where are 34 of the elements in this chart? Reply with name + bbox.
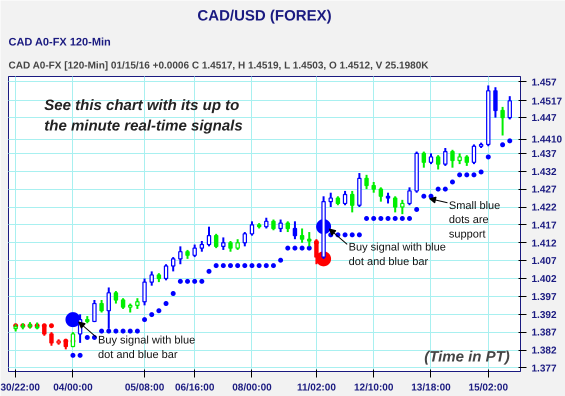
- y-tick-label: 1.4517: [532, 96, 563, 108]
- y-tick-label: 1.427: [532, 184, 557, 196]
- x-tick-label: 15/02:00: [468, 382, 508, 394]
- x-tick-label: 12/10:00: [354, 382, 394, 394]
- y-tick-label: 1.437: [532, 148, 557, 160]
- x-tick-label: 30/22:00: [0, 382, 40, 394]
- y-tick-label: 1.377: [532, 363, 557, 374]
- annotation: Small blue dots are support: [448, 200, 500, 241]
- y-tick-label: 1.412: [532, 238, 557, 250]
- y-tick-label: 1.432: [532, 166, 557, 178]
- y-tick-label: 1.392: [532, 310, 557, 321]
- text: CAD A0-FX 120-Min: [8, 36, 112, 48]
- y-tick-label: 1.422: [532, 202, 557, 214]
- annotation: See this chart with its up to the minute real-time signals: [44, 97, 243, 135]
- y-tick-label: 1.417: [532, 220, 557, 232]
- y-tick-label: 1.457: [532, 77, 557, 88]
- annotation: Buy signal with blue dot and blue bar: [98, 334, 196, 361]
- x-tick-label: 06/16:00: [174, 382, 215, 394]
- y-tick-label: 1.407: [532, 256, 557, 268]
- y-tick-label: 1.382: [532, 346, 557, 357]
- x-tick-label: 08/00:00: [232, 382, 272, 394]
- x-tick-label: 11/02:00: [296, 382, 336, 394]
- x-tick-label: 04/00:00: [53, 382, 94, 394]
- x-tick-label: 05/08:00: [124, 382, 165, 394]
- y-tick-label: 1.4410: [532, 134, 563, 146]
- y-tick-label: 1.397: [532, 292, 557, 303]
- y-tick-label: 1.447: [532, 113, 557, 124]
- y-tick-label: 1.387: [532, 328, 557, 339]
- chart-subtitle: CAD A0-FX [120-Min] 01/15/16 +0.0006 C 1.4517, H 1.4519, L 1.4503, O 1.4512, V 25.1980K: [8, 60, 430, 72]
- chart-title: CAD/USD (FOREX): [197, 8, 332, 24]
- x-tick-label: 13/18:00: [411, 382, 452, 394]
- annotation: (Time in PT): [424, 348, 510, 366]
- annotation: Buy signal with blue dot and blue bar: [348, 241, 446, 268]
- y-tick-label: 1.402: [532, 274, 557, 286]
